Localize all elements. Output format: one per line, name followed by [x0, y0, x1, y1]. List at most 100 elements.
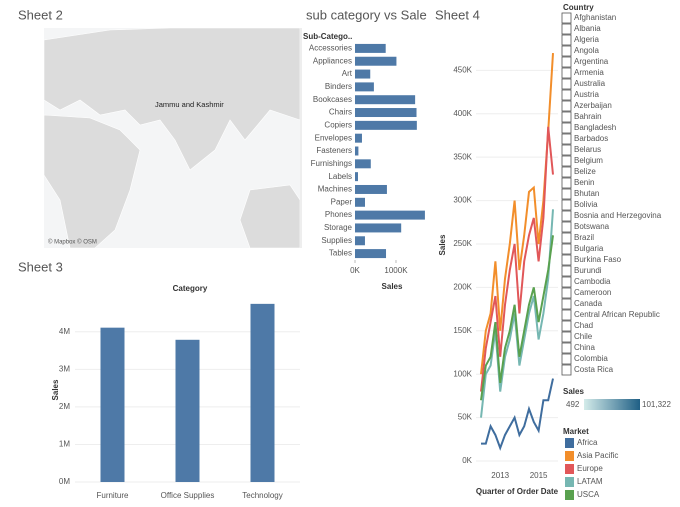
y-tick-label: 0K: [462, 456, 472, 465]
bar: [355, 197, 365, 207]
filter-item[interactable]: Burundi: [574, 266, 602, 275]
filter-item[interactable]: Belgium: [574, 156, 603, 165]
checkbox[interactable]: [561, 133, 572, 145]
chart-title: Sheet 3: [18, 259, 63, 274]
legend-label[interactable]: Europe: [577, 464, 603, 473]
bar: [100, 327, 125, 482]
legend-swatch: [565, 438, 574, 448]
filter-item[interactable]: China: [574, 343, 595, 352]
checkbox[interactable]: [561, 254, 572, 266]
checkbox[interactable]: [561, 221, 572, 233]
filter-item[interactable]: Bulgaria: [574, 244, 604, 253]
checkbox[interactable]: [561, 298, 572, 310]
checkbox[interactable]: [561, 155, 572, 167]
filter-item[interactable]: Belize: [574, 167, 596, 176]
checkbox[interactable]: [561, 89, 572, 101]
checkbox[interactable]: [561, 144, 572, 156]
checkbox[interactable]: [561, 67, 572, 79]
y-tick-label: Labels: [328, 172, 352, 181]
checkbox[interactable]: [561, 320, 572, 332]
filter-item[interactable]: Afghanistan: [574, 13, 616, 22]
legend-label[interactable]: USCA: [577, 490, 600, 499]
checkbox[interactable]: [561, 56, 572, 68]
filter-item[interactable]: Chad: [574, 321, 593, 330]
checkbox[interactable]: [561, 243, 572, 255]
checkbox[interactable]: [561, 45, 572, 57]
checkbox[interactable]: [561, 364, 572, 376]
filter-item[interactable]: Bahrain: [574, 112, 602, 121]
legend-label[interactable]: Africa: [577, 438, 598, 447]
y-tick-label: 250K: [453, 239, 472, 248]
filter-item[interactable]: Austria: [574, 90, 599, 99]
y-tick-label: 50K: [458, 413, 473, 422]
checkbox[interactable]: [561, 12, 572, 24]
y-tick-label: Art: [342, 69, 353, 78]
checkbox[interactable]: [561, 78, 572, 90]
filter-item[interactable]: Albania: [574, 24, 601, 33]
filter-item[interactable]: Barbados: [574, 134, 608, 143]
checkbox[interactable]: [561, 265, 572, 277]
filter-item[interactable]: Armenia: [574, 68, 604, 77]
y-axis-label: Sales: [51, 379, 60, 400]
filter-item[interactable]: Bolivia: [574, 200, 598, 209]
filter-item[interactable]: Belarus: [574, 145, 601, 154]
filter-item[interactable]: Australia: [574, 79, 606, 88]
bar: [355, 172, 358, 182]
filter-item[interactable]: Canada: [574, 299, 603, 308]
filter-item[interactable]: Costa Rica: [574, 365, 614, 374]
line-series: [481, 378, 554, 451]
checkbox[interactable]: [561, 166, 572, 178]
checkbox[interactable]: [561, 287, 572, 299]
y-tick-label: Binders: [325, 82, 352, 91]
map: Jammu and Kashmir © Mapbox © OSM: [43, 27, 301, 249]
bar: [355, 82, 374, 92]
filter-item[interactable]: Cameroon: [574, 288, 611, 297]
filter-item[interactable]: Benin: [574, 178, 594, 187]
bar: [355, 56, 397, 66]
checkbox[interactable]: [561, 111, 572, 123]
checkbox[interactable]: [561, 177, 572, 189]
color-ramp: [584, 399, 640, 410]
filter-item[interactable]: Botswana: [574, 222, 610, 231]
filter-item[interactable]: Central African Republic: [574, 310, 660, 319]
checkbox[interactable]: [561, 188, 572, 200]
filter-item[interactable]: Angola: [574, 46, 599, 55]
y-tick-label: 100K: [453, 369, 472, 378]
filter-item[interactable]: Bhutan: [574, 189, 599, 198]
filter-item[interactable]: Colombia: [574, 354, 608, 363]
checkbox[interactable]: [561, 232, 572, 244]
filter-item[interactable]: Cambodia: [574, 277, 611, 286]
filter-item[interactable]: Bosnia and Herzegovina: [574, 211, 662, 220]
checkbox[interactable]: [561, 199, 572, 211]
bar: [355, 223, 402, 233]
checkbox[interactable]: [561, 276, 572, 288]
checkbox[interactable]: [561, 342, 572, 354]
map-land: [43, 114, 141, 249]
filter-item[interactable]: Brazil: [574, 233, 594, 242]
filter-item[interactable]: Chile: [574, 332, 593, 341]
filter-item[interactable]: Argentina: [574, 57, 609, 66]
checkbox[interactable]: [561, 122, 572, 134]
filter-item[interactable]: Algeria: [574, 35, 599, 44]
y-tick-label: Accessories: [309, 44, 352, 53]
line-series: [480, 126, 554, 392]
chart-title: Sheet 4: [435, 7, 480, 22]
checkbox[interactable]: [561, 353, 572, 365]
checkbox[interactable]: [561, 23, 572, 35]
column-header: Category: [173, 284, 208, 293]
checkbox[interactable]: [561, 309, 572, 321]
filter-item[interactable]: Burkina Faso: [574, 255, 622, 264]
checkbox[interactable]: [561, 331, 572, 343]
legend-label[interactable]: LATAM: [577, 477, 603, 486]
checkbox[interactable]: [561, 210, 572, 222]
legend-swatch: [565, 477, 574, 487]
filter-item[interactable]: Bangladesh: [574, 123, 616, 132]
filter-item[interactable]: Azerbaijan: [574, 101, 612, 110]
legend-label[interactable]: Asia Pacific: [577, 451, 618, 460]
checkbox[interactable]: [561, 100, 572, 112]
legend-title: Sales: [563, 387, 584, 396]
bar: [355, 120, 417, 130]
y-axis-label: Sales: [438, 234, 447, 255]
x-tick-label: 2015: [530, 471, 548, 480]
checkbox[interactable]: [561, 34, 572, 46]
